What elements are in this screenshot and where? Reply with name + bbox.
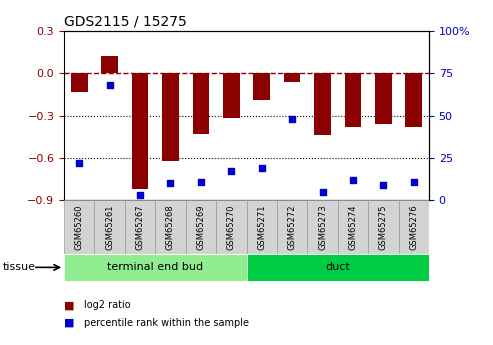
Text: GSM65276: GSM65276	[409, 204, 418, 250]
Text: duct: duct	[325, 263, 350, 272]
Text: GSM65272: GSM65272	[287, 204, 297, 250]
Bar	[71, 73, 88, 92]
Bar	[64, 254, 246, 281]
Bar	[338, 200, 368, 254]
Text: GDS2115 / 15275: GDS2115 / 15275	[64, 14, 187, 29]
Bar	[64, 200, 95, 254]
Text: terminal end bud: terminal end bud	[107, 263, 203, 272]
Text: log2 ratio: log2 ratio	[84, 300, 131, 310]
Bar	[368, 200, 398, 254]
Text: tissue: tissue	[2, 263, 35, 272]
Text: GSM65268: GSM65268	[166, 204, 175, 250]
Bar	[102, 57, 118, 73]
Text: GSM65267: GSM65267	[136, 204, 144, 250]
Bar	[155, 200, 186, 254]
Bar	[186, 200, 216, 254]
Point	[410, 179, 418, 184]
Point	[106, 82, 113, 88]
Point	[136, 192, 144, 198]
Point	[75, 160, 83, 166]
Bar	[223, 73, 240, 118]
Bar	[95, 200, 125, 254]
Text: GSM65274: GSM65274	[349, 204, 357, 250]
Bar	[398, 200, 429, 254]
Text: GSM65260: GSM65260	[75, 204, 84, 250]
Bar	[216, 200, 246, 254]
Bar	[307, 200, 338, 254]
Text: percentile rank within the sample: percentile rank within the sample	[84, 318, 249, 327]
Point	[258, 165, 266, 171]
Text: ■: ■	[64, 318, 74, 327]
Point	[167, 180, 175, 186]
Text: GSM65261: GSM65261	[105, 204, 114, 250]
Bar	[125, 200, 155, 254]
Text: ■: ■	[64, 300, 74, 310]
Bar	[132, 73, 148, 189]
Text: GSM65269: GSM65269	[196, 204, 206, 250]
Bar	[345, 73, 361, 127]
Bar	[314, 73, 331, 135]
Point	[318, 189, 326, 195]
Bar	[405, 73, 422, 127]
Point	[380, 182, 387, 188]
Bar	[193, 73, 209, 134]
Bar	[277, 200, 307, 254]
Point	[288, 116, 296, 122]
Bar	[284, 73, 300, 82]
Bar	[253, 73, 270, 100]
Bar	[246, 200, 277, 254]
Point	[227, 169, 235, 174]
Text: GSM65273: GSM65273	[318, 204, 327, 250]
Bar	[375, 73, 391, 124]
Text: GSM65271: GSM65271	[257, 204, 266, 250]
Text: GSM65270: GSM65270	[227, 204, 236, 250]
Point	[197, 179, 205, 184]
Bar	[162, 73, 179, 161]
Bar	[246, 254, 429, 281]
Point	[349, 177, 357, 183]
Text: GSM65275: GSM65275	[379, 204, 388, 250]
